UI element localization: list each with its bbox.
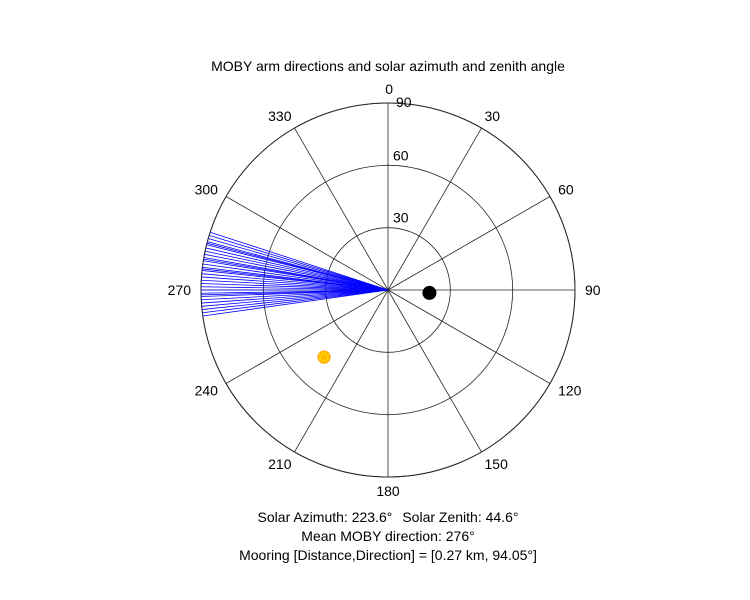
arm-line-3 [201, 289, 389, 307]
arm-line-5 [201, 289, 389, 301]
arm-line-0 [202, 289, 389, 317]
angle-tick-300: 300 [195, 182, 219, 198]
grid-spoke-300 [225, 196, 389, 291]
arm-line-12 [201, 279, 389, 291]
arm-line-17 [202, 266, 389, 291]
arm-line-22 [204, 253, 389, 291]
arm-line-27 [207, 241, 389, 291]
arm-line-13 [201, 276, 389, 291]
markers [317, 285, 437, 364]
radial-tick-30: 30 [393, 210, 409, 226]
angle-tick-90: 90 [585, 282, 601, 298]
sun-ray-3 [319, 352, 329, 362]
angle-tick-240: 240 [195, 383, 219, 399]
radial-tick-60: 60 [393, 147, 409, 163]
radial-tick-labels: 30 60 90 [393, 94, 412, 226]
arm-line-29 [209, 234, 389, 291]
arm-line-30 [210, 231, 389, 291]
arm-line-24 [205, 247, 389, 291]
arm-line-1 [202, 289, 389, 314]
solar-zenith-text: Solar Zenith: 44.6° [402, 509, 519, 525]
mean-direction-caption: Mean MOBY direction: 276° [301, 528, 475, 544]
solar-caption: Solar Azimuth: 223.6° Solar Zenith: 44.6° [0, 509, 750, 526]
angle-tick-210: 210 [268, 456, 292, 472]
arm-line-23 [205, 250, 389, 291]
arm-line-11 [201, 283, 389, 291]
arm-line-14 [201, 273, 389, 291]
grid-spoke-120 [387, 289, 551, 384]
chart-title: MOBY arm directions and solar azimuth an… [211, 58, 565, 74]
arm-line-8 [201, 289, 389, 294]
mooring-caption: Mooring [Distance,Direction] = [0.27 km,… [239, 547, 537, 563]
angle-tick-labels: 0 30 60 90 120 150 180 210 240 270 300 330 [168, 81, 601, 499]
angle-tick-120: 120 [558, 383, 582, 399]
grid-spoke-30 [387, 127, 482, 291]
sun-marker [317, 350, 331, 364]
grid-spoke-150 [387, 289, 482, 453]
solar-azimuth-text: Solar Azimuth: 223.6° [257, 509, 393, 525]
arm-line-2 [201, 289, 389, 310]
arm-line-4 [201, 289, 389, 304]
arm-line-28 [208, 238, 389, 291]
grid-spoke-60 [387, 196, 551, 291]
arm-line-21 [203, 257, 389, 291]
arm-line-10 [201, 286, 389, 291]
arm-direction-lines [201, 231, 389, 317]
angle-tick-60: 60 [558, 182, 574, 198]
angle-tick-330: 330 [268, 108, 292, 124]
angle-tick-180: 180 [376, 483, 400, 499]
grid-spoke-210 [294, 289, 389, 453]
angle-tick-30: 30 [485, 108, 501, 124]
grid-spoke-240 [225, 289, 389, 384]
arm-line-18 [202, 263, 389, 291]
radial-tick-90: 90 [396, 94, 412, 110]
angle-tick-0: 0 [385, 81, 393, 97]
angle-tick-150: 150 [485, 456, 509, 472]
grid-spoke-330 [294, 127, 389, 291]
mooring-marker [422, 285, 437, 300]
angle-tick-270: 270 [168, 282, 192, 298]
